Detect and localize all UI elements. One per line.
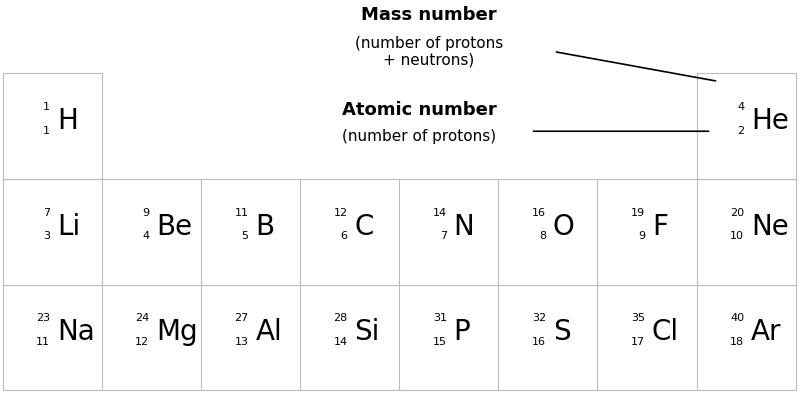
- Text: Cl: Cl: [652, 318, 679, 346]
- Text: 18: 18: [730, 337, 744, 347]
- Text: 14: 14: [433, 208, 446, 218]
- Text: 13: 13: [234, 337, 249, 347]
- Text: 12: 12: [135, 337, 150, 347]
- Text: Li: Li: [58, 213, 81, 241]
- Text: Mass number: Mass number: [362, 6, 497, 24]
- Text: 31: 31: [433, 313, 446, 323]
- Text: C: C: [354, 213, 374, 241]
- Text: Atomic number: Atomic number: [342, 101, 497, 119]
- Text: 7: 7: [43, 208, 50, 218]
- Text: 12: 12: [334, 208, 348, 218]
- Text: O: O: [553, 213, 574, 241]
- Text: Ar: Ar: [751, 318, 782, 346]
- Text: S: S: [553, 318, 570, 346]
- Text: H: H: [58, 107, 78, 135]
- Text: 16: 16: [532, 337, 546, 347]
- Text: 17: 17: [631, 337, 645, 347]
- Text: (number of protons): (number of protons): [342, 129, 496, 144]
- Text: 4: 4: [142, 231, 150, 241]
- Text: 9: 9: [142, 208, 150, 218]
- Text: 1: 1: [43, 126, 50, 136]
- Text: 32: 32: [532, 313, 546, 323]
- Text: 35: 35: [631, 313, 645, 323]
- Text: 27: 27: [234, 313, 249, 323]
- Text: 5: 5: [242, 231, 249, 241]
- Text: 19: 19: [631, 208, 645, 218]
- Text: 6: 6: [341, 231, 348, 241]
- Text: 23: 23: [36, 313, 50, 323]
- Text: N: N: [454, 213, 474, 241]
- Text: 14: 14: [334, 337, 348, 347]
- Text: 15: 15: [433, 337, 446, 347]
- Text: P: P: [454, 318, 470, 346]
- Text: 8: 8: [538, 231, 546, 241]
- Text: Mg: Mg: [156, 318, 198, 346]
- Text: Al: Al: [255, 318, 282, 346]
- Text: 24: 24: [135, 313, 150, 323]
- Text: 10: 10: [730, 231, 744, 241]
- Text: 9: 9: [638, 231, 645, 241]
- Text: 40: 40: [730, 313, 744, 323]
- Text: 7: 7: [440, 231, 446, 241]
- Text: F: F: [652, 213, 668, 241]
- Text: B: B: [255, 213, 274, 241]
- Text: 4: 4: [737, 102, 744, 112]
- Text: 3: 3: [43, 231, 50, 241]
- Text: Be: Be: [156, 213, 193, 241]
- Text: Na: Na: [58, 318, 95, 346]
- Text: Ne: Ne: [751, 213, 789, 241]
- Text: 11: 11: [234, 208, 249, 218]
- Text: Si: Si: [354, 318, 380, 346]
- Text: 2: 2: [737, 126, 744, 136]
- Text: 28: 28: [334, 313, 348, 323]
- Text: 1: 1: [43, 102, 50, 112]
- Text: 16: 16: [532, 208, 546, 218]
- Text: 20: 20: [730, 208, 744, 218]
- Text: 11: 11: [36, 337, 50, 347]
- Text: (number of protons
+ neutrons): (number of protons + neutrons): [355, 36, 503, 68]
- Text: He: He: [751, 107, 789, 135]
